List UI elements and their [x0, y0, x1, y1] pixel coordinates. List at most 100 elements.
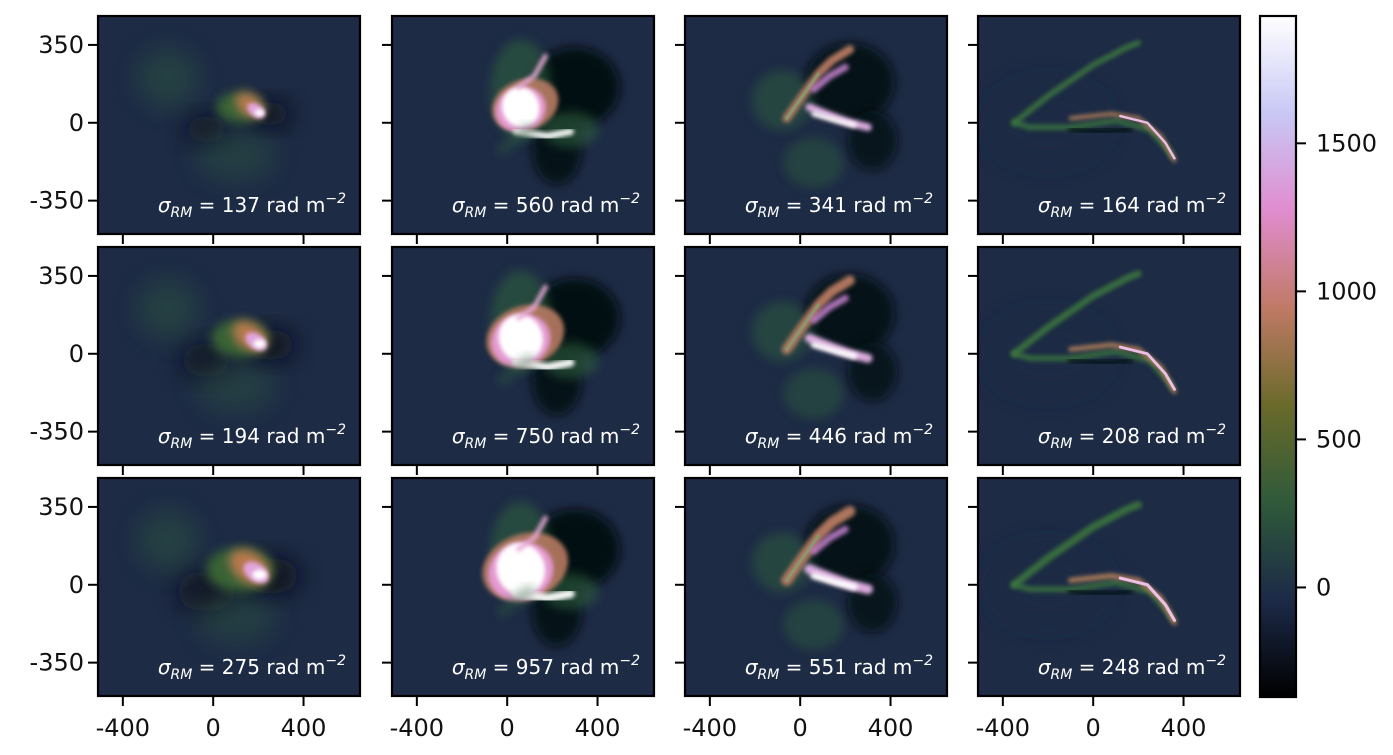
y-tick-label: 350 — [38, 493, 84, 521]
panel-frame — [976, 14, 1242, 236]
field-feature — [195, 593, 276, 644]
sigma-rm-annotation: σRM = 341 rad m−2 — [745, 191, 933, 221]
sigma-rm-annotation: σRM = 446 rad m−2 — [745, 422, 933, 452]
y-tick-label: 0 — [69, 571, 84, 599]
field-filament — [497, 355, 535, 386]
sigma-rm-annotation: σRM = 248 rad m−2 — [1038, 653, 1226, 683]
y-tick-label: 350 — [38, 31, 84, 59]
colorbar-tick-label: 500 — [1316, 425, 1362, 453]
field-filament — [497, 124, 535, 155]
field-filament — [810, 294, 849, 324]
colorbar-frame — [1258, 14, 1298, 699]
field-filament — [1010, 501, 1143, 589]
sigma-rm-annotation: σRM = 208 rad m−2 — [1038, 422, 1226, 452]
panel-frame — [390, 14, 656, 236]
field-feature — [195, 362, 276, 413]
field-feature — [783, 368, 844, 419]
field-feature — [988, 544, 1109, 625]
panel-frame — [96, 14, 362, 236]
colorbar-tick-label: 1500 — [1316, 129, 1377, 157]
field-feature — [498, 314, 543, 362]
panel: 350 0 -350 σRM = 194 rad m−2 — [30, 245, 362, 475]
sigma-rm-annotation: σRM = 164 rad m−2 — [1038, 191, 1226, 221]
field-feature — [496, 543, 546, 596]
y-tick-label: -350 — [30, 187, 84, 215]
x-tick-label: -400 — [683, 714, 737, 742]
panel-frame — [683, 14, 949, 236]
field-filament — [1118, 345, 1176, 391]
panel: 350 0 -350 σRM = 137 rad m−2 — [30, 14, 362, 244]
panel: 350 0 -350 -400 0 400 σRM = 275 rad m−2 — [30, 476, 362, 742]
field-filament — [811, 111, 857, 128]
colorbar-tick-label: 1000 — [1316, 277, 1377, 305]
field-feature — [252, 569, 267, 580]
field-feature — [783, 137, 844, 188]
field-filament — [515, 284, 549, 321]
panel-frame — [683, 476, 949, 698]
y-tick-label: -350 — [30, 418, 84, 446]
field-filament — [515, 53, 549, 90]
field-feature — [752, 70, 813, 131]
field-filament — [810, 341, 858, 359]
field-feature — [988, 82, 1109, 163]
field-filament — [1011, 39, 1142, 126]
panel-image — [685, 247, 947, 465]
panel-background — [685, 478, 947, 696]
panel-image — [978, 16, 1240, 234]
y-tick-label: 350 — [38, 262, 84, 290]
colorbar: 1500 1000 500 0 — [1258, 14, 1377, 699]
field-feature — [847, 110, 898, 171]
sigma-rm-annotation: σRM = 750 rad m−2 — [452, 422, 640, 452]
panel-background — [685, 247, 947, 465]
field-filament — [515, 515, 549, 552]
panel: σRM = 208 rad m−2 — [968, 245, 1242, 475]
field-filament — [810, 572, 858, 591]
field-feature — [783, 599, 844, 650]
sigma-rm-annotation: σRM = 551 rad m−2 — [745, 653, 933, 683]
panel-image — [98, 16, 360, 234]
panel-image — [685, 16, 947, 234]
field-filament — [1067, 357, 1133, 366]
panel-image — [978, 478, 1240, 696]
x-tick-label: 400 — [281, 714, 327, 742]
panel: σRM = 164 rad m−2 — [968, 14, 1242, 244]
x-tick-label: 0 — [1086, 714, 1101, 742]
field-feature — [253, 339, 266, 349]
sigma-rm-annotation: σRM = 194 rad m−2 — [158, 422, 346, 452]
panel-image — [98, 247, 360, 465]
x-tick-label: 400 — [575, 714, 621, 742]
field-filament — [1118, 576, 1177, 622]
panel-background — [98, 16, 360, 234]
x-tick-label: 400 — [1161, 714, 1207, 742]
x-tick-label: -400 — [976, 714, 1030, 742]
panel-image — [392, 478, 654, 696]
colorbar-gradient — [1260, 16, 1296, 697]
x-tick-label: -400 — [96, 714, 150, 742]
panel-frame — [976, 476, 1242, 698]
panel: σRM = 446 rad m−2 — [675, 245, 949, 475]
field-filament — [785, 303, 820, 351]
field-feature — [254, 109, 265, 117]
field-filament — [1067, 126, 1133, 135]
field-filament — [810, 525, 849, 555]
field-filament — [810, 63, 849, 93]
field-feature — [501, 86, 540, 128]
panel-image — [685, 478, 947, 696]
field-filament — [785, 534, 820, 582]
field-feature — [752, 532, 813, 593]
field-feature — [195, 131, 276, 182]
field-filament — [1067, 588, 1133, 597]
field-feature — [138, 279, 199, 340]
panel-frame — [96, 245, 362, 467]
panel: -400 0 400 σRM = 957 rad m−2 — [382, 476, 656, 742]
panel: -400 0 400 σRM = 248 rad m−2 — [968, 476, 1242, 742]
field-filament — [785, 72, 820, 120]
x-tick-label: 0 — [500, 714, 515, 742]
sigma-rm-annotation: σRM = 560 rad m−2 — [452, 191, 640, 221]
field-filament — [497, 586, 535, 617]
sigma-rm-annotation: σRM = 275 rad m−2 — [158, 653, 346, 683]
x-tick-label: 0 — [793, 714, 808, 742]
x-tick-label: 0 — [206, 714, 221, 742]
colorbar-tick-label: 0 — [1316, 573, 1331, 601]
